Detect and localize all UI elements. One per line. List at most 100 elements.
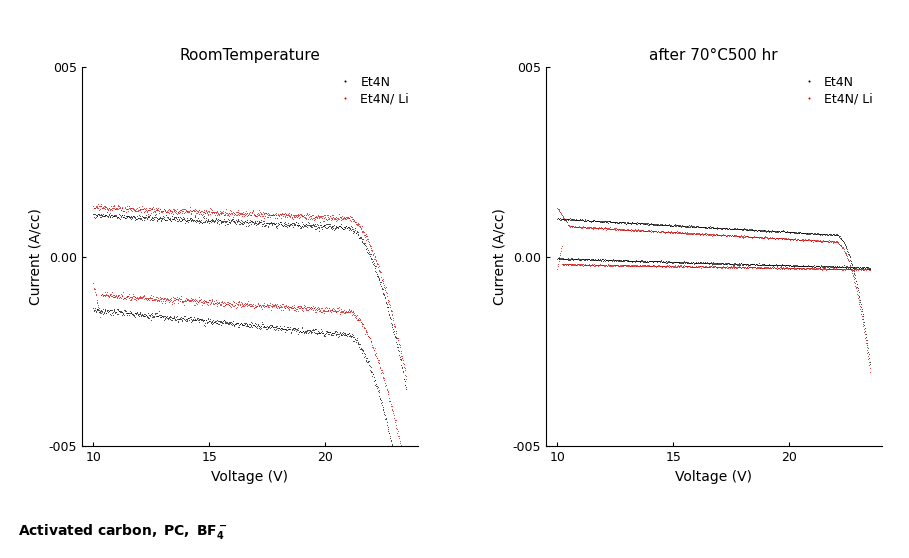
Point: [818, 229, 833, 238]
Point: [687, 258, 702, 267]
Point: [120, 205, 135, 214]
Point: [166, 206, 181, 215]
Point: [830, 238, 844, 247]
Point: [776, 263, 791, 272]
Point: [665, 228, 680, 237]
Point: [683, 222, 697, 230]
Point: [724, 224, 738, 233]
Point: [834, 234, 848, 243]
Point: [155, 294, 169, 302]
Point: [290, 304, 305, 313]
Point: [699, 261, 714, 270]
Point: [163, 314, 177, 323]
Point: [603, 261, 617, 270]
Point: [672, 262, 686, 271]
Point: [281, 211, 295, 220]
Point: [778, 234, 793, 243]
Point: [648, 227, 663, 235]
Point: [155, 299, 169, 307]
Point: [599, 255, 614, 264]
Point: [802, 229, 816, 238]
Point: [669, 221, 684, 230]
Point: [110, 294, 125, 302]
Point: [318, 303, 333, 312]
Point: [662, 228, 676, 237]
Point: [593, 256, 607, 264]
Point: [621, 261, 635, 270]
Point: [802, 264, 816, 273]
Point: [658, 258, 673, 267]
Point: [632, 219, 646, 228]
Point: [289, 303, 304, 312]
Point: [115, 291, 129, 300]
Point: [91, 300, 105, 309]
Point: [244, 321, 258, 330]
Point: [827, 263, 842, 272]
Point: [578, 261, 593, 270]
Point: [826, 264, 841, 273]
Point: [637, 219, 652, 228]
Point: [855, 262, 870, 271]
Point: [579, 261, 594, 270]
Point: [591, 217, 605, 225]
Point: [612, 225, 626, 234]
Point: [96, 203, 111, 211]
Point: [133, 308, 147, 317]
Point: [278, 304, 293, 312]
Point: [163, 206, 177, 215]
Point: [205, 296, 220, 305]
Point: [618, 218, 633, 227]
Point: [711, 224, 725, 233]
Point: [92, 209, 106, 218]
Point: [210, 208, 225, 217]
Point: [153, 205, 167, 214]
Point: [104, 210, 118, 219]
Point: [681, 222, 695, 230]
Point: [780, 235, 794, 244]
Point: [703, 263, 717, 272]
Point: [814, 264, 828, 273]
Point: [694, 229, 709, 238]
Point: [371, 262, 385, 271]
Point: [857, 263, 872, 272]
Point: [211, 298, 225, 307]
Point: [664, 228, 678, 237]
Point: [834, 265, 849, 274]
Point: [378, 414, 393, 423]
Point: [178, 215, 193, 224]
Point: [736, 233, 751, 242]
Point: [589, 256, 604, 264]
Point: [735, 225, 750, 234]
Point: [688, 263, 703, 272]
Point: [235, 320, 249, 329]
Point: [166, 313, 181, 322]
Point: [655, 257, 670, 266]
Point: [741, 263, 755, 272]
Point: [179, 206, 194, 215]
Point: [570, 255, 584, 264]
Point: [334, 329, 348, 338]
Point: [202, 217, 216, 225]
Point: [570, 216, 584, 225]
Point: [813, 237, 827, 246]
Point: [634, 257, 648, 266]
Point: [148, 207, 163, 216]
Point: [704, 223, 718, 232]
Point: [198, 208, 213, 217]
Point: [683, 222, 697, 231]
Point: [569, 261, 584, 270]
Point: [834, 263, 849, 272]
Point: [820, 229, 834, 238]
Point: [637, 220, 652, 229]
Point: [192, 296, 206, 305]
Point: [217, 221, 232, 230]
Point: [369, 349, 384, 358]
Point: [600, 217, 614, 225]
Point: [621, 218, 635, 227]
Point: [811, 237, 825, 246]
Point: [248, 322, 263, 331]
Point: [639, 257, 654, 266]
Point: [608, 218, 623, 227]
Point: [215, 297, 229, 306]
Point: [234, 297, 248, 306]
